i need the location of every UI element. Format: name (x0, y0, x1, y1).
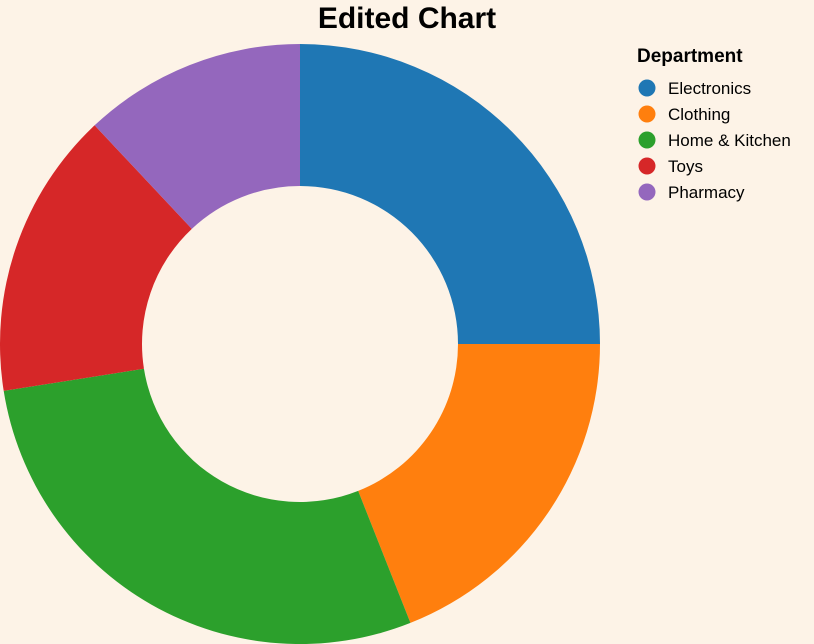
legend-label-clothing: Clothing (668, 105, 730, 124)
legend-title: Department (637, 46, 743, 67)
legend-label-home-kitchen: Home & Kitchen (668, 131, 791, 150)
slice-home-kitchen (3, 368, 411, 644)
slice-pharmacy (94, 44, 301, 229)
legend-swatch-toys (638, 157, 656, 175)
legend-items: Electronics Clothing Home & Kitchen Toys Pha… (638, 79, 791, 202)
donut-slices (0, 44, 600, 644)
legend-label-toys: Toys (668, 157, 703, 176)
slice-toys (0, 125, 192, 391)
chart-title: Edited Chart (318, 2, 496, 35)
legend-label-electronics: Electronics (668, 79, 751, 98)
slice-electronics (300, 44, 600, 344)
slice-clothing (358, 344, 600, 623)
legend-swatch-pharmacy (638, 183, 656, 201)
legend-swatch-home-kitchen (638, 131, 656, 149)
legend-swatch-electronics (638, 79, 656, 97)
legend-label-pharmacy: Pharmacy (668, 183, 745, 202)
legend: Department Electronics Clothing Home & Kit… (637, 46, 791, 202)
legend-swatch-clothing (638, 105, 656, 123)
